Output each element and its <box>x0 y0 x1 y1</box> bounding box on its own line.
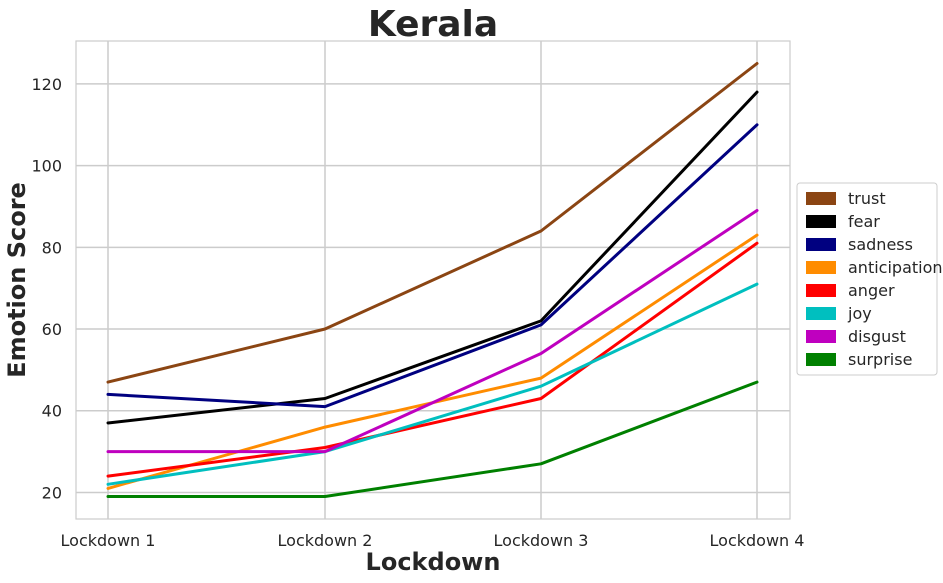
x-tick-label: Lockdown 3 <box>494 531 589 550</box>
y-tick-label: 20 <box>42 483 62 502</box>
series-line-joy <box>106 282 759 486</box>
legend-label-disgust: disgust <box>848 327 906 346</box>
x-tick-labels: Lockdown 1 Lockdown 2 Lockdown 3 Lockdown 4 <box>61 531 805 550</box>
legend-label-surprise: surprise <box>848 350 912 369</box>
series-line-fear <box>106 90 759 425</box>
y-tick-label: 40 <box>42 402 62 421</box>
series-line-anger <box>106 241 759 478</box>
chart-title: Kerala <box>368 4 498 45</box>
legend-label-joy: joy <box>847 304 872 323</box>
series-line-trust <box>106 62 759 384</box>
series-line-disgust <box>106 209 759 454</box>
series-line-sadness <box>106 123 759 409</box>
x-tick-label: Lockdown 1 <box>61 531 156 550</box>
legend-swatch-trust <box>806 192 836 205</box>
legend-label-anticipation: anticipation <box>848 258 943 277</box>
legend-label-fear: fear <box>848 212 880 231</box>
y-tick-label: 80 <box>42 238 62 257</box>
y-tick-label: 120 <box>31 75 62 94</box>
legend-swatch-surprise <box>806 353 836 366</box>
y-axis-label: Emotion Score <box>3 182 31 378</box>
legend-label-anger: anger <box>848 281 895 300</box>
x-axis-label: Lockdown <box>366 548 501 576</box>
y-tick-labels: 20 40 60 80 100 120 <box>31 75 62 503</box>
legend-swatch-fear <box>806 215 836 228</box>
legend-swatch-joy <box>806 307 836 320</box>
legend-swatch-disgust <box>806 330 836 343</box>
legend-box <box>796 182 938 376</box>
legend-label-sadness: sadness <box>848 235 913 254</box>
legend-swatch-anger <box>806 284 836 297</box>
legend-label-trust: trust <box>848 189 886 208</box>
legend-swatch-sadness <box>806 238 836 251</box>
grid <box>76 41 790 519</box>
y-tick-label: 100 <box>31 157 62 176</box>
x-tick-label: Lockdown 2 <box>278 531 373 550</box>
legend: trust fear sadness anticipation anger joy disg… <box>796 182 943 376</box>
series-lines <box>106 62 759 498</box>
x-tick-label: Lockdown 4 <box>710 531 805 550</box>
series-line-surprise <box>106 380 759 498</box>
y-tick-label: 60 <box>42 320 62 339</box>
plot-frame <box>75 40 791 520</box>
legend-swatch-anticipation <box>806 261 836 274</box>
